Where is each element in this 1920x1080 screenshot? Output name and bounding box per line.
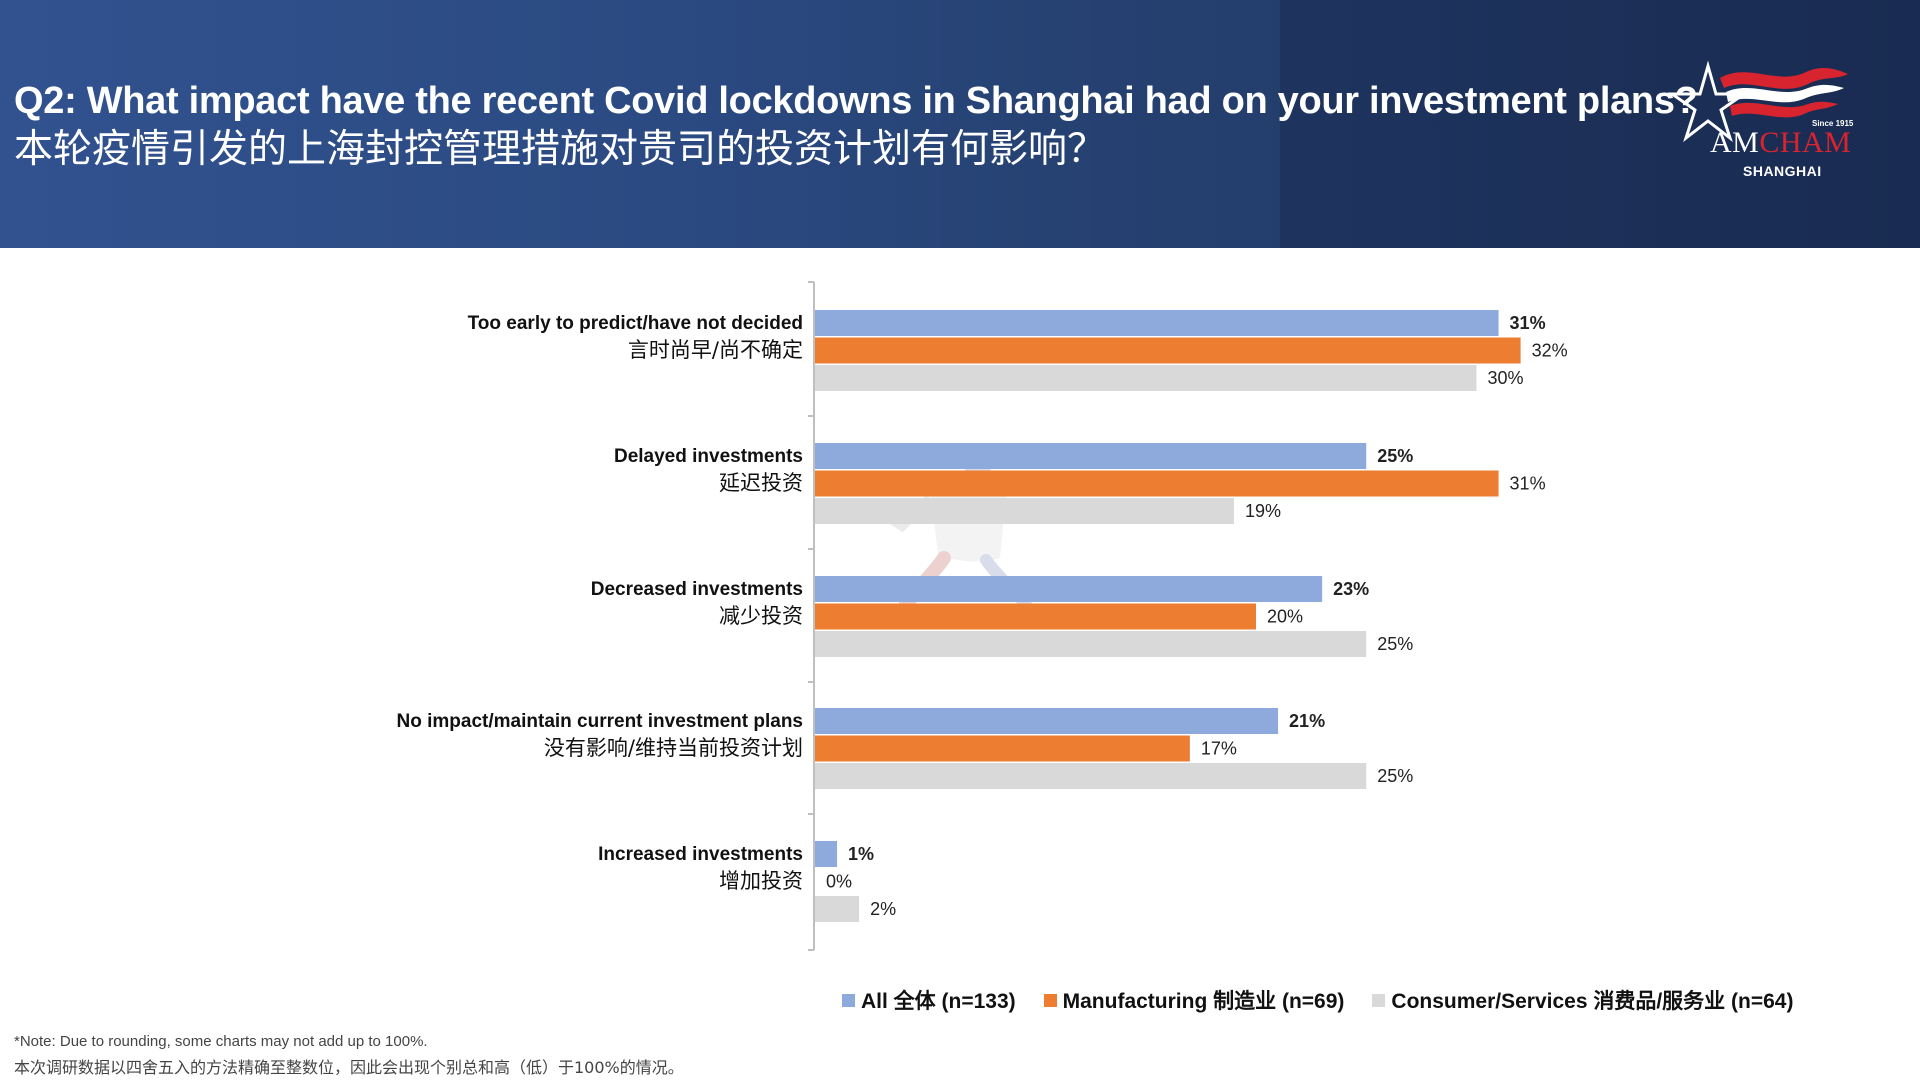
bar [815,443,1367,469]
legend-label-all: All 全体 (n=133) [861,990,1016,1013]
data-label: 19% [1245,501,1281,521]
category-label-zh: 延迟投资 [719,471,803,495]
legend-swatch-consumer-services [1372,993,1386,1007]
title-chinese: 本轮疫情引发的上海封控管理措施对贵司的投资计划有何影响？ [14,127,1107,172]
category-label-en: Delayed investments [614,446,803,467]
data-label: 20% [1267,607,1303,627]
data-label: 31% [1510,474,1546,494]
bar [815,763,1367,789]
logo-wordmark-am: AM [1710,126,1760,159]
category-label-en: No impact/maintain current investment pl… [397,711,803,732]
legend-label-manufacturing: Manufacturing 制造业 (n=69) [1062,990,1345,1013]
bar [815,631,1367,657]
category-label-zh: 减少投资 [719,604,803,628]
bar [815,603,1256,630]
header-banner: Q2: What impact have the recent Covid lo… [0,0,1920,248]
footnote-chinese: 本次调研数据以四舍五入的方法精确至整数位，因此会出现个别总和高（低）于100%的… [14,1058,684,1077]
data-label: 25% [1377,766,1413,786]
data-label: 30% [1488,368,1524,388]
logo-city-text: SHANGHAI [1743,163,1822,179]
bar [815,470,1499,497]
legend-swatch-all [842,993,855,1007]
data-label: 25% [1377,634,1413,654]
bar [815,310,1499,336]
legend-item-consumer-services: Consumer/Services 消费品/服务业 (n=64) [1372,985,1793,1015]
data-label: 21% [1289,711,1325,731]
bar [815,896,860,922]
logo-flag-stripe-2 [1726,84,1844,103]
bar [815,735,1190,762]
logo-flag-stripe-3 [1730,101,1838,118]
data-label: 2% [870,899,896,919]
category-label-en: Decreased investments [591,579,803,600]
bar [815,498,1234,524]
logo-wordmark-cham: CHAM [1759,126,1852,159]
header-shade [1280,0,1920,248]
data-label: 17% [1201,739,1237,759]
bar-chart: Too early to predict/have not decided 言时尚… [397,281,1568,951]
category-label-zh: 增加投资 [719,869,803,893]
data-label: 1% [848,844,874,864]
data-label: 25% [1377,446,1413,466]
chart-legend: All 全体 (n=133) Manufacturing 制造业 (n=69) … [842,985,1793,1015]
category-label-en: Too early to predict/have not decided [468,313,803,334]
logo-since-text: Since 1915 [1812,119,1854,128]
legend-item-all: All 全体 (n=133) [842,985,1016,1015]
logo-flag-stripe-1 [1720,68,1848,89]
amcham-logo-icon [1668,60,1848,143]
legend-item-manufacturing: Manufacturing 制造业 (n=69) [1043,985,1345,1015]
legend-swatch-manufacturing [1043,993,1057,1007]
category-label-zh: 没有影响/维持当前投资计划 [544,736,803,760]
data-label: 23% [1333,579,1369,599]
bar [815,365,1477,391]
legend-label-consumer-services: Consumer/Services 消费品/服务业 (n=64) [1391,990,1794,1013]
category-label-en: Increased investments [598,844,803,865]
data-label: 31% [1510,313,1546,333]
bar [815,841,838,867]
data-label: 0% [826,872,852,892]
bar [815,708,1279,734]
footnote-english: *Note: Due to rounding, some charts may … [14,1033,428,1050]
title-english: Q2: What impact have the recent Covid lo… [14,80,1698,122]
category-label-zh: 言时尚早/尚不确定 [628,338,803,362]
logo-wordmark: AMCHAM [1710,126,1851,160]
bar [815,337,1521,364]
bar [815,576,1323,602]
data-label: 32% [1532,341,1568,361]
